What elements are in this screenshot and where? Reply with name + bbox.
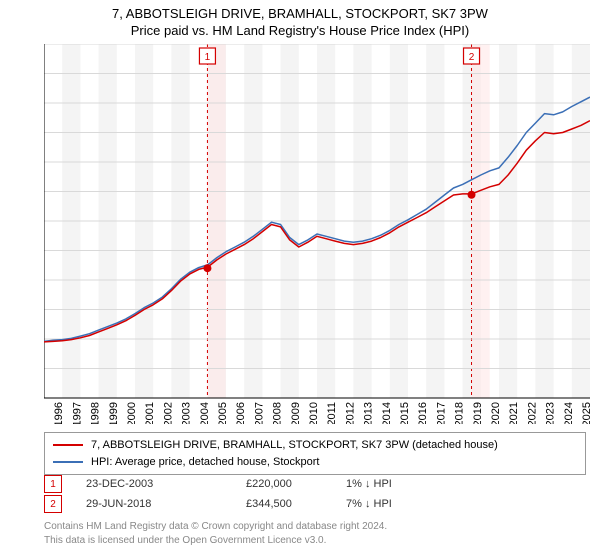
svg-text:2024: 2024 [563,402,575,424]
legend-swatch [53,461,83,463]
svg-text:2003: 2003 [181,402,193,424]
sale-price: £344,500 [246,498,346,510]
svg-text:2013: 2013 [363,402,375,424]
chart-title: 7, ABBOTSLEIGH DRIVE, BRAMHALL, STOCKPOR… [0,0,600,21]
sale-diff: 7% ↓ HPI [346,498,426,510]
sale-diff: 1% ↓ HPI [346,478,426,490]
sale-price: £220,000 [246,478,346,490]
footer-line: This data is licensed under the Open Gov… [44,534,387,548]
svg-text:2018: 2018 [454,402,466,424]
svg-text:2002: 2002 [162,402,174,424]
svg-text:1996: 1996 [53,402,65,424]
svg-text:1999: 1999 [108,402,120,424]
legend-item: 7, ABBOTSLEIGH DRIVE, BRAMHALL, STOCKPOR… [53,437,577,454]
svg-text:1: 1 [205,52,211,63]
sale-marker-icon: 2 [44,495,62,513]
legend-label: 7, ABBOTSLEIGH DRIVE, BRAMHALL, STOCKPOR… [91,437,498,454]
svg-text:1997: 1997 [71,402,83,424]
svg-text:2023: 2023 [545,402,557,424]
svg-text:1995: 1995 [44,402,47,424]
svg-text:2007: 2007 [253,402,265,424]
svg-text:2016: 2016 [417,402,429,424]
sale-date: 29-JUN-2018 [86,498,246,510]
svg-text:2000: 2000 [126,402,138,424]
svg-text:2004: 2004 [199,402,211,424]
chart-legend: 7, ABBOTSLEIGH DRIVE, BRAMHALL, STOCKPOR… [44,432,586,475]
svg-text:2001: 2001 [144,402,156,424]
svg-text:2006: 2006 [235,402,247,424]
svg-text:2020: 2020 [490,402,502,424]
chart-subtitle: Price paid vs. HM Land Registry's House … [0,21,600,42]
sale-row: 2 29-JUN-2018£344,5007% ↓ HPI [44,494,426,514]
footer-line: Contains HM Land Registry data © Crown c… [44,520,387,534]
svg-text:2021: 2021 [508,402,520,424]
sales-table: 1 23-DEC-2003£220,0001% ↓ HPI 2 29-JUN-2018… [44,474,426,514]
svg-text:2022: 2022 [526,402,538,424]
sale-date: 23-DEC-2003 [86,478,246,490]
svg-text:2015: 2015 [399,402,411,424]
legend-item: HPI: Average price, detached house, Stoc… [53,454,577,471]
svg-text:2025: 2025 [581,402,590,424]
svg-text:2011: 2011 [326,402,338,424]
footer-attribution: Contains HM Land Registry data © Crown c… [44,520,387,547]
legend-label: HPI: Average price, detached house, Stoc… [91,454,320,471]
svg-text:2019: 2019 [472,402,484,424]
svg-text:2010: 2010 [308,402,320,424]
svg-text:2: 2 [469,52,475,63]
legend-swatch [53,444,83,446]
svg-text:2008: 2008 [272,402,284,424]
sale-row: 1 23-DEC-2003£220,0001% ↓ HPI [44,474,426,494]
svg-text:2005: 2005 [217,402,229,424]
svg-text:2017: 2017 [435,402,447,424]
price-chart: £0£50K£100K£150K£200K£250K£300K£350K£400… [44,44,590,424]
svg-text:1998: 1998 [90,402,102,424]
svg-text:2014: 2014 [381,402,393,424]
svg-text:2012: 2012 [344,402,356,424]
svg-text:2009: 2009 [290,402,302,424]
sale-marker-icon: 1 [44,475,62,493]
